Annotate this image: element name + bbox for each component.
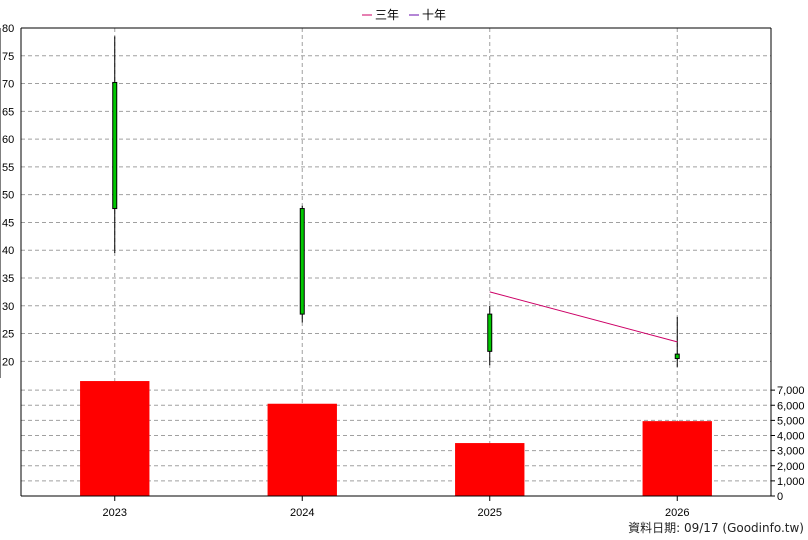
average-line (489, 291, 678, 343)
volume-tick-label: 1,000 (777, 476, 805, 488)
average-lines (489, 291, 678, 343)
price-tick-label: 65 (2, 106, 14, 118)
candlesticks (112, 36, 680, 367)
price-tick-label: 40 (2, 245, 14, 257)
candle-body (487, 313, 493, 352)
price-tick-label: 30 (2, 301, 14, 313)
volume-bar (80, 381, 150, 496)
candle-body (112, 81, 118, 210)
legend-label: 十年 (422, 8, 446, 22)
price-tick-label: 20 (2, 356, 14, 368)
volume-bars (80, 381, 712, 496)
price-tick-label: 50 (2, 190, 14, 202)
volume-tick-label: 5,000 (777, 415, 805, 427)
candle-body (299, 208, 305, 315)
volume-tick-label: 2,000 (777, 461, 805, 473)
volume-bar (267, 403, 337, 496)
volume-tick-label: 4,000 (777, 431, 805, 443)
volume-tick-label: 0 (777, 491, 783, 503)
price-tick-label: 35 (2, 273, 14, 285)
volume-tick-label: 7,000 (777, 385, 805, 397)
candle-body (674, 353, 680, 360)
x-tick-label: 2025 (478, 507, 502, 519)
x-tick-label: 2026 (665, 507, 689, 519)
axes: 2025303540455055606570758001,0002,0003,0… (0, 23, 805, 519)
x-tick-label: 2024 (290, 507, 314, 519)
price-tick-label: 60 (2, 134, 14, 146)
price-tick-label: 45 (2, 217, 14, 229)
price-tick-label: 55 (2, 162, 14, 174)
volume-tick-label: 3,000 (777, 446, 805, 458)
source-note: 資料日期: 09/17 (Goodinfo.tw) (628, 521, 804, 535)
volume-bar (642, 421, 712, 496)
legend-label: 三年 (375, 8, 399, 22)
volume-bar (455, 443, 525, 496)
price-tick-label: 75 (2, 51, 14, 63)
volume-tick-label: 6,000 (777, 400, 805, 412)
price-tick-label: 80 (2, 23, 14, 35)
price-tick-label: 25 (2, 329, 14, 341)
legend: 三年 十年 (362, 8, 446, 22)
price-tick-label: 70 (2, 79, 14, 91)
x-tick-label: 2023 (103, 507, 127, 519)
